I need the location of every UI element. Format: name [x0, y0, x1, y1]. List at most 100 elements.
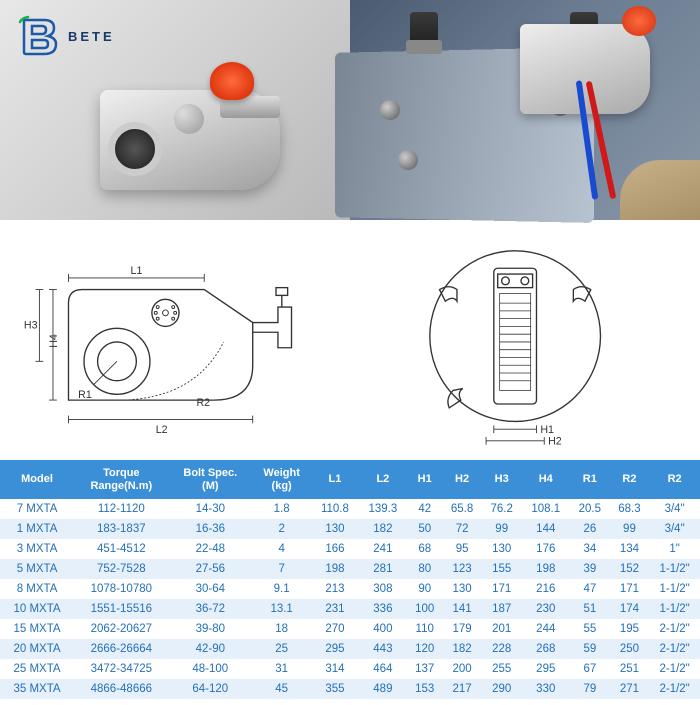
brand-logo: BETE	[18, 14, 115, 58]
table-cell: 4866-48666	[74, 679, 169, 699]
table-cell: 141	[442, 599, 482, 619]
table-cell: 130	[482, 539, 522, 559]
table-cell: 182	[359, 519, 408, 539]
table-cell: 99	[610, 519, 650, 539]
table-cell: 14-30	[169, 499, 252, 519]
side-view-diagram: L1 L2 H3 H4 R1 R2	[20, 232, 340, 448]
table-cell: 213	[311, 579, 358, 599]
table-cell: 42	[407, 499, 442, 519]
hero-right-panel	[350, 0, 700, 220]
table-row: 5 MXTA752-752827-56719828180123155198391…	[0, 559, 700, 579]
table-header-cell: R2	[610, 460, 650, 499]
table-cell: 176	[522, 539, 571, 559]
table-cell: 95	[442, 539, 482, 559]
table-cell: 2	[252, 519, 311, 539]
table-header-cell: H4	[522, 460, 571, 499]
table-cell: 330	[522, 679, 571, 699]
table-cell: 67	[570, 659, 610, 679]
hero-banner: BETE	[0, 0, 700, 220]
table-cell: 270	[311, 619, 358, 639]
table-cell: 55	[570, 619, 610, 639]
table-cell: 308	[359, 579, 408, 599]
table-cell: 134	[610, 539, 650, 559]
table-cell: 400	[359, 619, 408, 639]
table-cell: 2666-26664	[74, 639, 169, 659]
table-cell: 752-7528	[74, 559, 169, 579]
table-cell: 7 MXTA	[0, 499, 74, 519]
table-cell: 9.1	[252, 579, 311, 599]
table-cell: 183-1837	[74, 519, 169, 539]
table-cell: 16-36	[169, 519, 252, 539]
table-cell: 18	[252, 619, 311, 639]
table-header-cell: H2	[442, 460, 482, 499]
table-cell: 59	[570, 639, 610, 659]
table-cell: 36-72	[169, 599, 252, 619]
table-cell: 228	[482, 639, 522, 659]
table-cell: 79	[570, 679, 610, 699]
table-cell: 152	[610, 559, 650, 579]
table-header-cell: Bolt Spec.(M)	[169, 460, 252, 499]
table-cell: 68	[407, 539, 442, 559]
table-cell: 144	[522, 519, 571, 539]
table-cell: 295	[311, 639, 358, 659]
label-h4: H4	[48, 334, 60, 348]
table-cell: 268	[522, 639, 571, 659]
table-cell: 171	[482, 579, 522, 599]
brand-name: BETE	[68, 29, 115, 44]
table-cell: 99	[482, 519, 522, 539]
table-header-cell: H3	[482, 460, 522, 499]
table-cell: 290	[482, 679, 522, 699]
table-cell: 10 MXTA	[0, 599, 74, 619]
table-cell: 314	[311, 659, 358, 679]
logo-icon	[18, 14, 62, 58]
table-cell: 30-64	[169, 579, 252, 599]
technical-diagrams: L1 L2 H3 H4 R1 R2	[0, 220, 700, 460]
table-cell: 1-1/2"	[649, 579, 700, 599]
table-cell: 68.3	[610, 499, 650, 519]
table-row: 3 MXTA451-451222-48416624168951301763413…	[0, 539, 700, 559]
table-cell: 187	[482, 599, 522, 619]
table-row: 25 MXTA3472-3472548-10031314464137200255…	[0, 659, 700, 679]
table-cell: 72	[442, 519, 482, 539]
table-cell: 3 MXTA	[0, 539, 74, 559]
table-cell: 255	[482, 659, 522, 679]
table-header-cell: Weight(kg)	[252, 460, 311, 499]
table-cell: 1 MXTA	[0, 519, 74, 539]
table-row: 35 MXTA4866-4866664-12045355489153217290…	[0, 679, 700, 699]
table-row: 10 MXTA1551-1551636-7213.123133610014118…	[0, 599, 700, 619]
table-cell: 295	[522, 659, 571, 679]
table-cell: 64-120	[169, 679, 252, 699]
label-r1: R1	[78, 389, 92, 401]
table-cell: 281	[359, 559, 408, 579]
table-cell: 27-56	[169, 559, 252, 579]
table-cell: 155	[482, 559, 522, 579]
table-cell: 174	[610, 599, 650, 619]
table-cell: 20.5	[570, 499, 610, 519]
table-cell: 153	[407, 679, 442, 699]
table-cell: 110.8	[311, 499, 358, 519]
hero-left-panel: BETE	[0, 0, 350, 220]
table-cell: 25 MXTA	[0, 659, 74, 679]
table-cell: 76.2	[482, 499, 522, 519]
table-row: 20 MXTA2666-2666442-90252954431201822282…	[0, 639, 700, 659]
table-cell: 231	[311, 599, 358, 619]
table-cell: 216	[522, 579, 571, 599]
table-cell: 139.3	[359, 499, 408, 519]
table-cell: 4	[252, 539, 311, 559]
table-header-cell: Torque Range(N.m)	[74, 460, 169, 499]
table-cell: 80	[407, 559, 442, 579]
table-cell: 2-1/2"	[649, 659, 700, 679]
table-cell: 130	[442, 579, 482, 599]
table-header-cell: R1	[570, 460, 610, 499]
table-cell: 1551-15516	[74, 599, 169, 619]
table-cell: 1078-10780	[74, 579, 169, 599]
table-cell: 39-80	[169, 619, 252, 639]
table-cell: 217	[442, 679, 482, 699]
table-cell: 182	[442, 639, 482, 659]
table-cell: 42-90	[169, 639, 252, 659]
table-cell: 15 MXTA	[0, 619, 74, 639]
table-header-cell: L2	[359, 460, 408, 499]
table-cell: 1"	[649, 539, 700, 559]
table-header-cell: R2	[649, 460, 700, 499]
table-cell: 47	[570, 579, 610, 599]
